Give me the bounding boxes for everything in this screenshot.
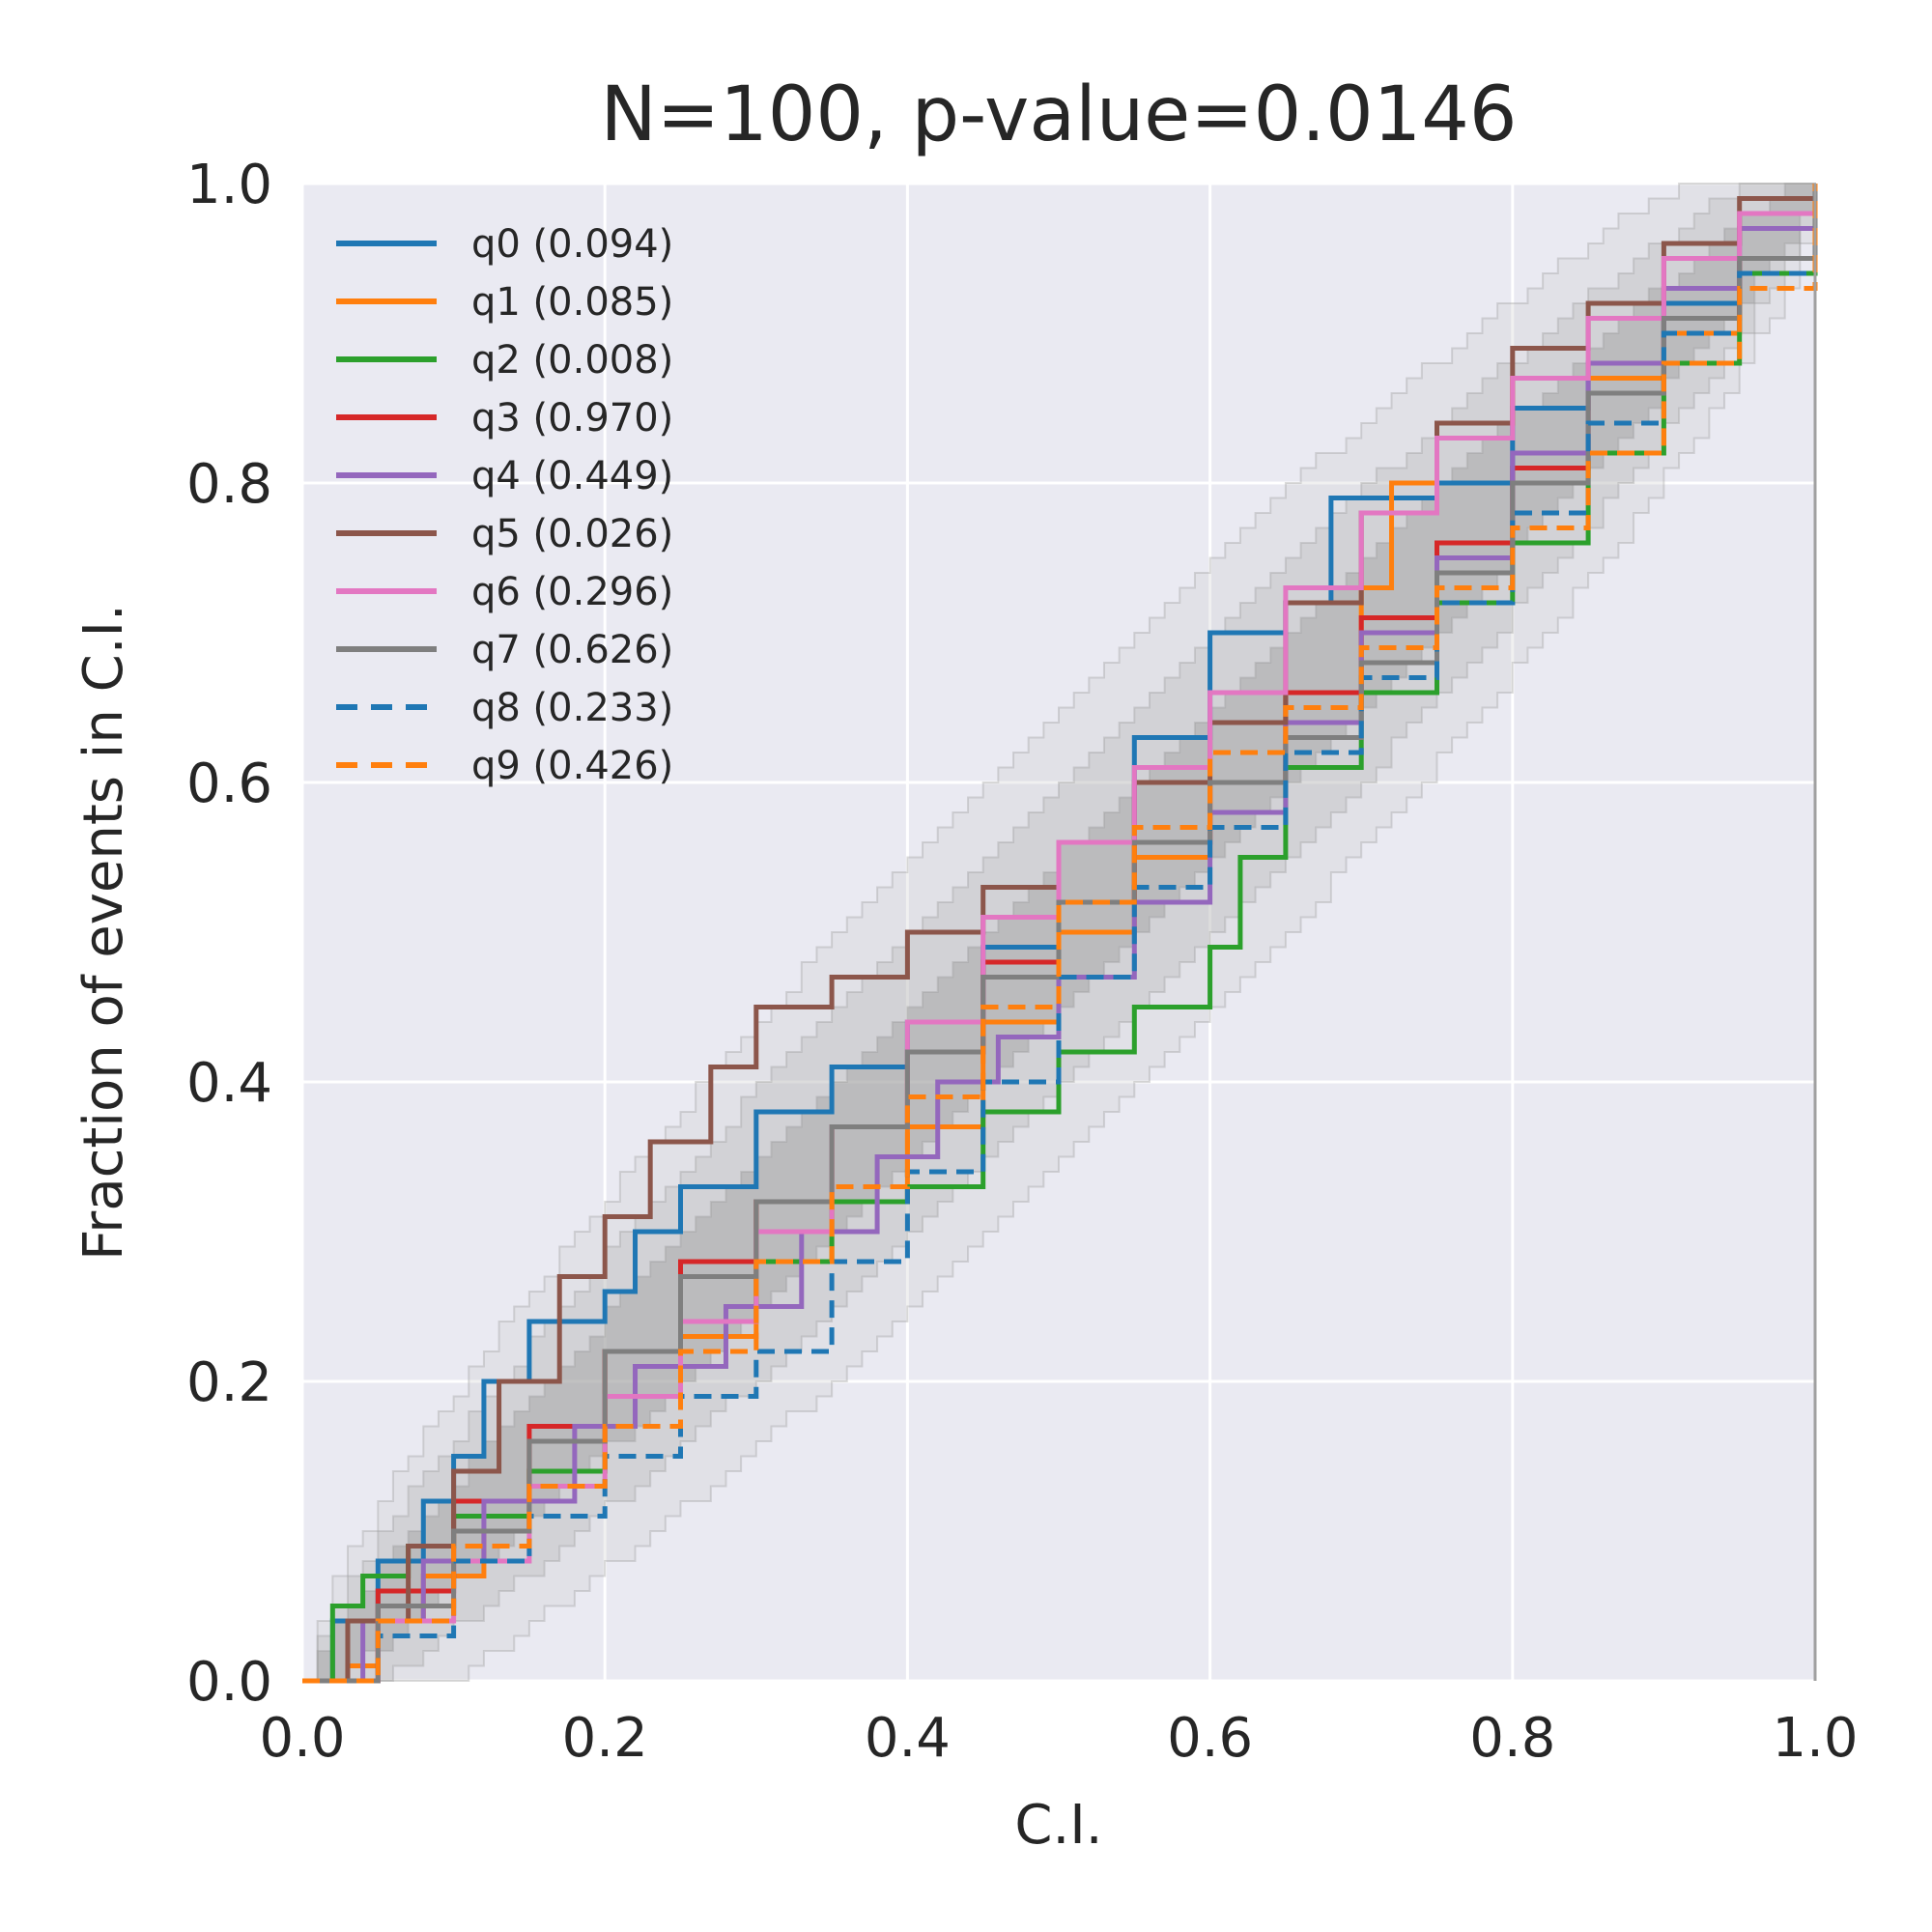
series-line-q8: [302, 184, 1818, 1684]
legend-label: q3 (0.970): [471, 396, 673, 440]
legend: q0 (0.094) q1 (0.085) q2 (0.008) q3 (0.970)…: [336, 222, 673, 788]
legend-label: q0 (0.094): [471, 222, 673, 267]
series-line-q7: [302, 184, 1818, 1684]
y-tick-label: 0.2: [186, 1351, 272, 1414]
y-tick-label: 0.8: [186, 453, 272, 516]
x-tick-label: 0.0: [259, 1707, 345, 1770]
legend-label: q4 (0.449): [471, 454, 673, 498]
legend-label: q5 (0.026): [471, 512, 673, 556]
legend-label: q2 (0.008): [471, 338, 673, 383]
legend-label: q9 (0.426): [471, 744, 673, 788]
y-tick-label: 0.0: [186, 1651, 272, 1714]
y-tick-label: 0.6: [186, 753, 272, 815]
legend-label: q8 (0.233): [471, 686, 673, 730]
x-tick-label: 0.6: [1167, 1707, 1253, 1770]
x-tick-label: 0.8: [1469, 1707, 1555, 1770]
x-tick-label: 0.2: [562, 1707, 648, 1770]
y-axis-label: Fraction of events in C.I.: [72, 604, 135, 1261]
series-line-q9: [302, 184, 1818, 1684]
x-tick-label: 0.4: [865, 1707, 951, 1770]
x-tick-labels: 0.0 0.2 0.4 0.6 0.8 1.0: [259, 1707, 1858, 1770]
x-axis-label: C.I.: [1014, 1794, 1102, 1857]
legend-label: q6 (0.296): [471, 570, 673, 614]
series-lines: [302, 184, 1818, 1684]
x-tick-label: 1.0: [1772, 1707, 1858, 1770]
y-tick-label: 1.0: [186, 154, 272, 216]
legend-label: q7 (0.626): [471, 628, 673, 672]
chart-title: N=100, p-value=0.0146: [600, 71, 1517, 158]
legend-label: q1 (0.085): [471, 280, 673, 325]
y-tick-label: 0.4: [186, 1052, 272, 1115]
y-tick-labels: 0.0 0.2 0.4 0.6 0.8 1.0: [186, 154, 272, 1714]
